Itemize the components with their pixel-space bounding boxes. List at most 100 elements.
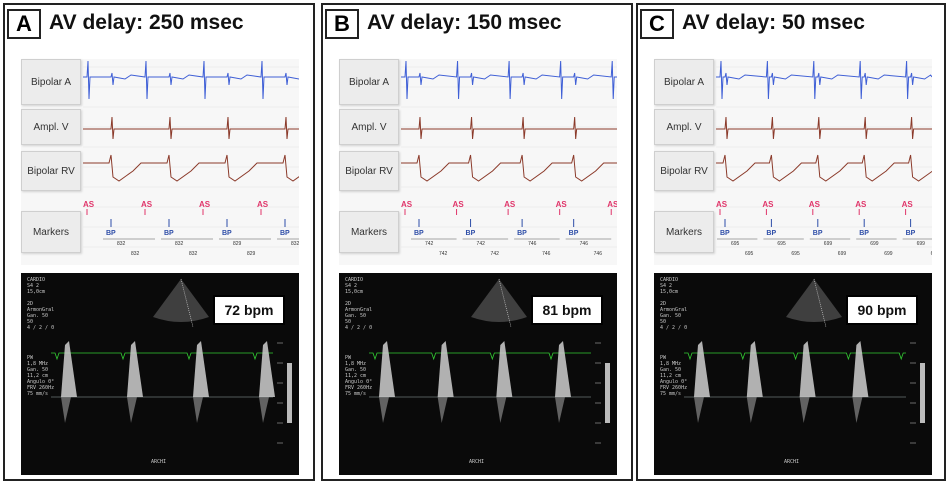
marker-as: AS: [141, 200, 153, 209]
echo-header-text: CARDIO S4 2 15,0cm: [345, 277, 364, 295]
bipolar-rv-trace: [716, 154, 932, 182]
doppler-envelope-negative: [259, 397, 269, 423]
doppler-envelope-negative: [799, 397, 810, 423]
echo-sector-view: [471, 279, 527, 322]
interval-label: 695: [777, 241, 786, 247]
echo-mode-text: 2D ArmonGral Gan. 50 50 4 / 2 / 0: [27, 301, 55, 331]
interval-label: 832: [175, 241, 184, 247]
bipolar-a-trace: [83, 60, 299, 100]
marker-as: AS: [607, 200, 617, 209]
interval-label: 746: [594, 251, 603, 257]
interval-label: 829: [233, 241, 242, 247]
echo-mode-text: 2D ArmonGral Gan. 50 50 4 / 2 / 0: [660, 301, 688, 331]
gray-scale-bar: [920, 363, 925, 423]
bipolar-a-trace: [401, 60, 617, 100]
interval-label: 742: [425, 241, 434, 247]
echo-footer-text: ARCHI: [784, 459, 800, 465]
marker-bp: BP: [164, 230, 174, 237]
interval-label: 742: [477, 241, 486, 247]
egm-traces: ASBP742742ASBP742742ASBP746746ASBP746746…: [401, 60, 617, 257]
channel-label-markers: Markers: [654, 211, 714, 253]
marker-bp: BP: [720, 230, 730, 237]
channel-label-ampl-v: Ampl. V: [339, 109, 399, 145]
interval-label: 699: [824, 241, 833, 247]
doppler-image: CARDIO S4 2 15,0cm 2D ArmonGral Gan. 50 …: [654, 273, 932, 475]
doppler-envelope: [496, 341, 513, 397]
channel-label-bipolar-rv: Bipolar RV: [21, 151, 81, 191]
marker-bp: BP: [414, 230, 424, 237]
doppler-envelope: [555, 341, 571, 397]
marker-bp: BP: [766, 230, 776, 237]
gray-scale-bar: [605, 363, 610, 423]
marker-as: AS: [453, 200, 465, 209]
interval-label: 695: [731, 241, 740, 247]
marker-bp: BP: [466, 230, 476, 237]
heart-rate-box: 72 bpm: [213, 295, 285, 325]
egm-strip: Bipolar A Ampl. V Bipolar RV Markers AS B…: [21, 59, 299, 265]
doppler-image: CARDIO S4 2 15,0cm 2D ArmonGral Gan. 50 …: [21, 273, 299, 475]
channel-label-ampl-v: Ampl. V: [654, 109, 714, 145]
doppler-envelope: [799, 341, 816, 397]
doppler-envelope-negative: [193, 397, 203, 423]
marker-as: AS: [902, 200, 914, 209]
doppler-envelope: [746, 341, 763, 397]
echo-sector-view: [786, 279, 842, 322]
egm-strip: Bipolar A Ampl. V Bipolar RV Markers AS B…: [654, 59, 932, 265]
channel-label-bipolar-a: Bipolar A: [21, 59, 81, 105]
channel-label-bipolar-a: Bipolar A: [654, 59, 714, 105]
doppler-envelope: [61, 341, 77, 397]
interval-label: 699: [870, 241, 879, 247]
panel-letter: C: [640, 9, 674, 39]
doppler-envelope-negative: [379, 397, 389, 423]
doppler-envelope: [437, 341, 454, 397]
doppler-envelope: [127, 341, 143, 397]
heart-rate-box: 90 bpm: [846, 295, 918, 325]
panel-letter: B: [325, 9, 359, 39]
gray-scale-bar: [287, 363, 292, 423]
channel-label-bipolar-rv: Bipolar RV: [339, 151, 399, 191]
echo-header-text: CARDIO S4 2 15,0cm: [660, 277, 679, 295]
marker-bp: BP: [106, 230, 116, 237]
ampl-v-trace: [83, 116, 299, 140]
marker-as: AS: [556, 200, 568, 209]
marker-as: AS: [504, 200, 516, 209]
doppler-ecg-trace: [369, 352, 591, 361]
marker-as: AS: [762, 200, 774, 209]
channel-label-markers: Markers: [21, 211, 81, 253]
doppler-envelope-negative: [746, 397, 757, 423]
marker-bp: BP: [569, 230, 579, 237]
interval-label: 829: [247, 251, 256, 257]
echo-sector-view: [153, 279, 209, 322]
marker-bp: BP: [859, 230, 869, 237]
interval-label: 699: [838, 251, 847, 257]
doppler-spectrum: [369, 278, 610, 444]
interval-label: 695: [745, 251, 754, 257]
panel-a: A AV delay: 250 msec Bipolar A Ampl. V B…: [3, 3, 315, 481]
doppler-envelope-negative: [555, 397, 565, 423]
bipolar-rv-trace: [83, 154, 299, 182]
panel-title: AV delay: 250 msec: [49, 11, 244, 34]
doppler-envelope-negative: [61, 397, 71, 423]
echo-mode-text: 2D ArmonGral Gan. 50 50 4 / 2 / 0: [345, 301, 373, 331]
marker-as: AS: [199, 200, 211, 209]
marker-as: AS: [716, 200, 728, 209]
doppler-spectrum: [684, 278, 925, 444]
channel-label-ampl-v: Ampl. V: [21, 109, 81, 145]
ampl-v-trace: [716, 116, 932, 140]
egm-traces: ASBP695695ASBP695695ASBP699699ASBP699699…: [716, 60, 932, 257]
interval-label: 832: [131, 251, 140, 257]
panel-b: B AV delay: 150 msec Bipolar A Ampl. V B…: [321, 3, 633, 481]
cursor-line: [813, 278, 827, 328]
doppler-envelope: [379, 341, 395, 397]
interval-label: 832: [189, 251, 198, 257]
marker-as: AS: [83, 200, 95, 209]
marker-as: AS: [855, 200, 867, 209]
heart-rate-box: 81 bpm: [531, 295, 603, 325]
echo-footer-text: ARCHI: [151, 459, 167, 465]
doppler-envelope: [694, 341, 710, 397]
interval-label: 746: [528, 241, 537, 247]
interval-label: 699: [931, 251, 932, 257]
doppler-ecg-trace: [51, 352, 273, 361]
doppler-envelope-negative: [496, 397, 507, 423]
ampl-v-trace: [401, 116, 617, 140]
